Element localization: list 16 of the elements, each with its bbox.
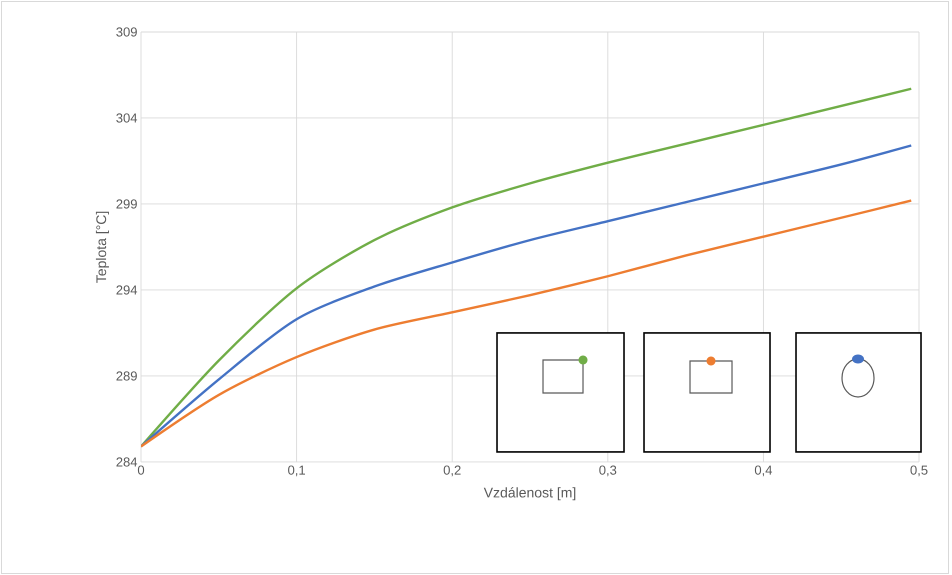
- y-axis-title: Teplota [°C]: [96, 212, 109, 283]
- line-series: [141, 199, 912, 448]
- x-tick-label: 0,2: [444, 466, 461, 476]
- x-tick-label: 0,5: [910, 466, 928, 476]
- y-tick-label: 289: [116, 371, 137, 381]
- y-tick-label: 304: [116, 113, 138, 123]
- line-series: [141, 144, 912, 448]
- x-axis-title: Vzdálenost [m]: [484, 487, 576, 500]
- x-tick-label: 0,4: [754, 466, 772, 476]
- x-tick-label: 0: [138, 466, 144, 475]
- x-tick-label: 0,3: [599, 466, 616, 476]
- y-tick-label: 299: [116, 199, 137, 209]
- y-tick-label: 309: [116, 27, 137, 37]
- y-tick-label: 294: [116, 285, 138, 295]
- y-tick-label: 284: [116, 457, 138, 467]
- x-tick-label: 0,1: [288, 466, 306, 476]
